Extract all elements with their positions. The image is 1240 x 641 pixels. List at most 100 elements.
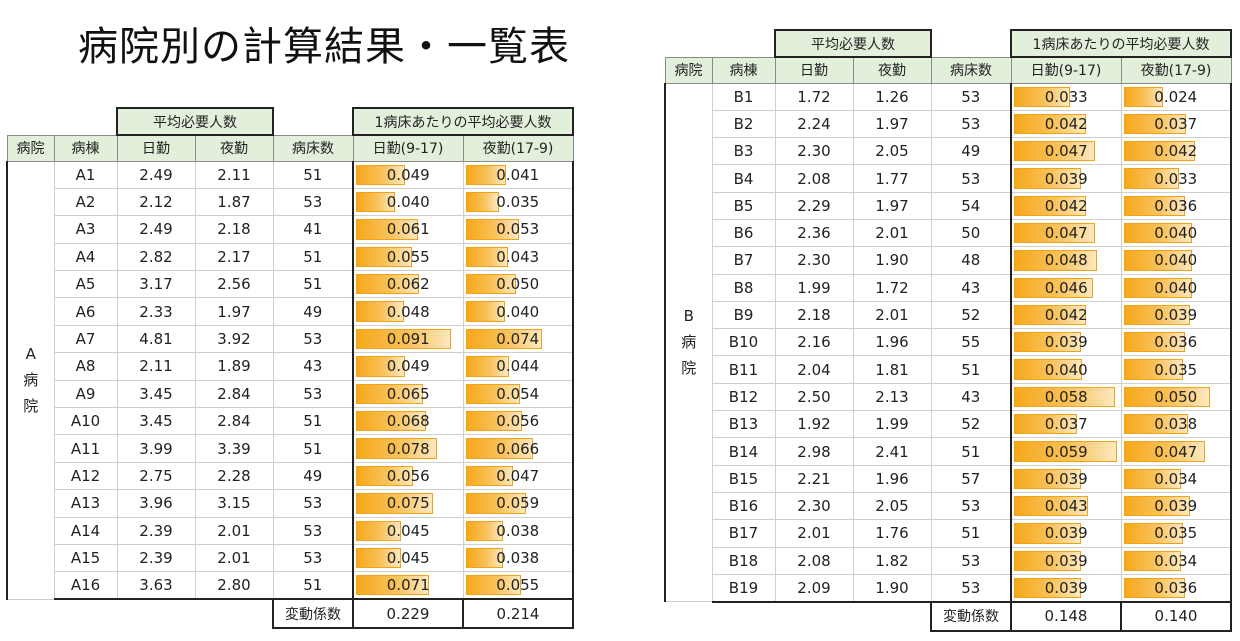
table-row: B18 2.08 1.82 53 0.039 0.034 (665, 546, 1233, 575)
ward-cell: B4 (711, 164, 776, 193)
group-header-avg: 平均必要人数 (116, 107, 274, 136)
data-bar (1014, 495, 1088, 517)
hospital-name-char: A (25, 345, 36, 364)
data-bar (465, 493, 526, 514)
night-cell: 2.84 (194, 407, 274, 436)
day-cell: 3.45 (116, 379, 196, 409)
night-per-bed-cell: 0.034 (1120, 464, 1233, 493)
data-bar-value: 0.050 (496, 275, 540, 294)
night-cell: 2.01 (852, 218, 932, 248)
night-cell: 1.77 (852, 164, 932, 193)
beds-cell: 53 (272, 543, 354, 573)
night-per-bed-cell: 0.040 (462, 297, 575, 326)
table-row: B11 2.04 1.81 51 0.040 0.035 (665, 355, 1233, 384)
day-per-bed-cell: 0.045 (352, 516, 464, 545)
table-row: B19 2.09 1.90 53 0.039 0.036 (665, 573, 1233, 603)
day-cell: 2.18 (774, 300, 854, 330)
data-bar-value: 0.061 (386, 220, 430, 239)
hospital-name-char: 病 (681, 333, 697, 352)
day-per-bed-cell: 0.037 (1010, 410, 1122, 439)
beds-cell: 50 (930, 218, 1012, 248)
day-cell: 2.09 (774, 573, 854, 603)
ward-cell: A9 (53, 379, 118, 409)
day-per-bed-cell: 0.039 (1010, 519, 1122, 548)
beds-cell: 53 (930, 164, 1012, 193)
night-per-bed-cell: 0.036 (1120, 328, 1233, 357)
hospital-name-char: 院 (23, 397, 39, 416)
ward-cell: A12 (53, 461, 118, 491)
night-per-bed-cell: 0.039 (1120, 300, 1233, 330)
data-bar-value: 0.040 (1154, 224, 1198, 243)
data-bar-value: 0.055 (386, 247, 430, 266)
day-cell: 2.24 (774, 109, 854, 139)
data-bar (1123, 113, 1187, 135)
beds-cell: 53 (930, 109, 1012, 139)
night-cell: 1.96 (852, 328, 932, 357)
data-bar-value: 0.078 (386, 439, 430, 458)
data-bar-value: 0.037 (1154, 114, 1198, 133)
col-header-day: 日勤 (116, 134, 196, 162)
cv-label: 変動係数 (272, 598, 354, 630)
night-per-bed-cell: 0.047 (1120, 437, 1233, 466)
table-row: B5 2.29 1.97 54 0.042 0.036 (665, 191, 1233, 220)
data-bar (356, 246, 412, 268)
night-per-bed-cell: 0.038 (462, 543, 575, 573)
table-row: A15 2.39 2.01 53 0.045 0.038 (7, 543, 575, 573)
ward-cell: B10 (711, 328, 776, 357)
table-row: A9 3.45 2.84 53 0.065 0.054 (7, 379, 575, 409)
night-cell: 2.84 (194, 379, 274, 409)
beds-cell: 57 (930, 464, 1012, 493)
night-cell: 2.18 (194, 215, 274, 244)
group-header-avg: 平均必要人数 (774, 29, 932, 58)
table-row: B3 2.30 2.05 49 0.047 0.042 (665, 137, 1233, 166)
data-bar (1123, 222, 1192, 244)
night-cell: 3.92 (194, 324, 274, 354)
data-bar-value: 0.042 (1044, 306, 1088, 325)
night-cell: 2.56 (194, 270, 274, 299)
beds-cell: 49 (930, 137, 1012, 166)
cv-day-value: 0.229 (352, 598, 464, 630)
day-cell: 2.49 (116, 160, 196, 189)
ward-cell: A2 (53, 187, 118, 217)
col-header-night: 夜勤 (194, 134, 274, 162)
beds-cell: 43 (930, 382, 1012, 412)
table-row: A11 3.99 3.39 51 0.078 0.066 (7, 434, 575, 463)
table-row: A2 2.12 1.87 53 0.040 0.035 (7, 187, 575, 217)
night-cell: 1.97 (852, 191, 932, 220)
data-bar-value: 0.062 (386, 275, 430, 294)
night-per-bed-cell: 0.055 (462, 571, 575, 601)
night-cell: 1.99 (852, 410, 932, 439)
data-bar-value: 0.059 (1044, 442, 1088, 461)
day-per-bed-cell: 0.042 (1010, 109, 1122, 139)
data-bar (1123, 250, 1192, 271)
data-bar-value: 0.035 (1154, 360, 1198, 379)
group-header-per-bed: 1病床あたりの平均必要人数 (1009, 29, 1233, 58)
table-row: B15 2.21 1.96 57 0.039 0.034 (665, 464, 1233, 493)
day-cell: 2.08 (774, 164, 854, 193)
night-cell: 1.89 (194, 352, 274, 381)
day-per-bed-cell: 0.042 (1010, 191, 1122, 220)
data-bar-value: 0.038 (496, 549, 540, 568)
night-per-bed-cell: 0.038 (462, 516, 575, 545)
data-bar (1014, 441, 1117, 462)
data-bar-value: 0.048 (1044, 251, 1088, 270)
data-bar-value: 0.042 (1044, 196, 1088, 215)
data-bar (356, 164, 406, 185)
day-cell: 2.39 (116, 516, 196, 545)
data-bar (465, 301, 505, 322)
data-bar-value: 0.039 (1044, 578, 1088, 597)
data-bar-value: 0.071 (386, 576, 430, 595)
data-bar (1123, 168, 1180, 189)
ward-cell: B5 (711, 191, 776, 220)
data-bar-value: 0.075 (386, 494, 430, 513)
data-bar (465, 274, 516, 295)
data-bar (1123, 523, 1183, 544)
table-row: A7 4.81 3.92 53 0.091 0.074 (7, 324, 575, 354)
data-bar (1014, 141, 1095, 162)
beds-cell: 51 (930, 519, 1012, 548)
day-per-bed-cell: 0.046 (1010, 273, 1122, 302)
ward-cell: A10 (53, 407, 118, 436)
data-bar-value: 0.039 (1154, 497, 1198, 516)
col-header-ward: 病棟 (711, 56, 776, 84)
day-cell: 1.99 (774, 273, 854, 302)
